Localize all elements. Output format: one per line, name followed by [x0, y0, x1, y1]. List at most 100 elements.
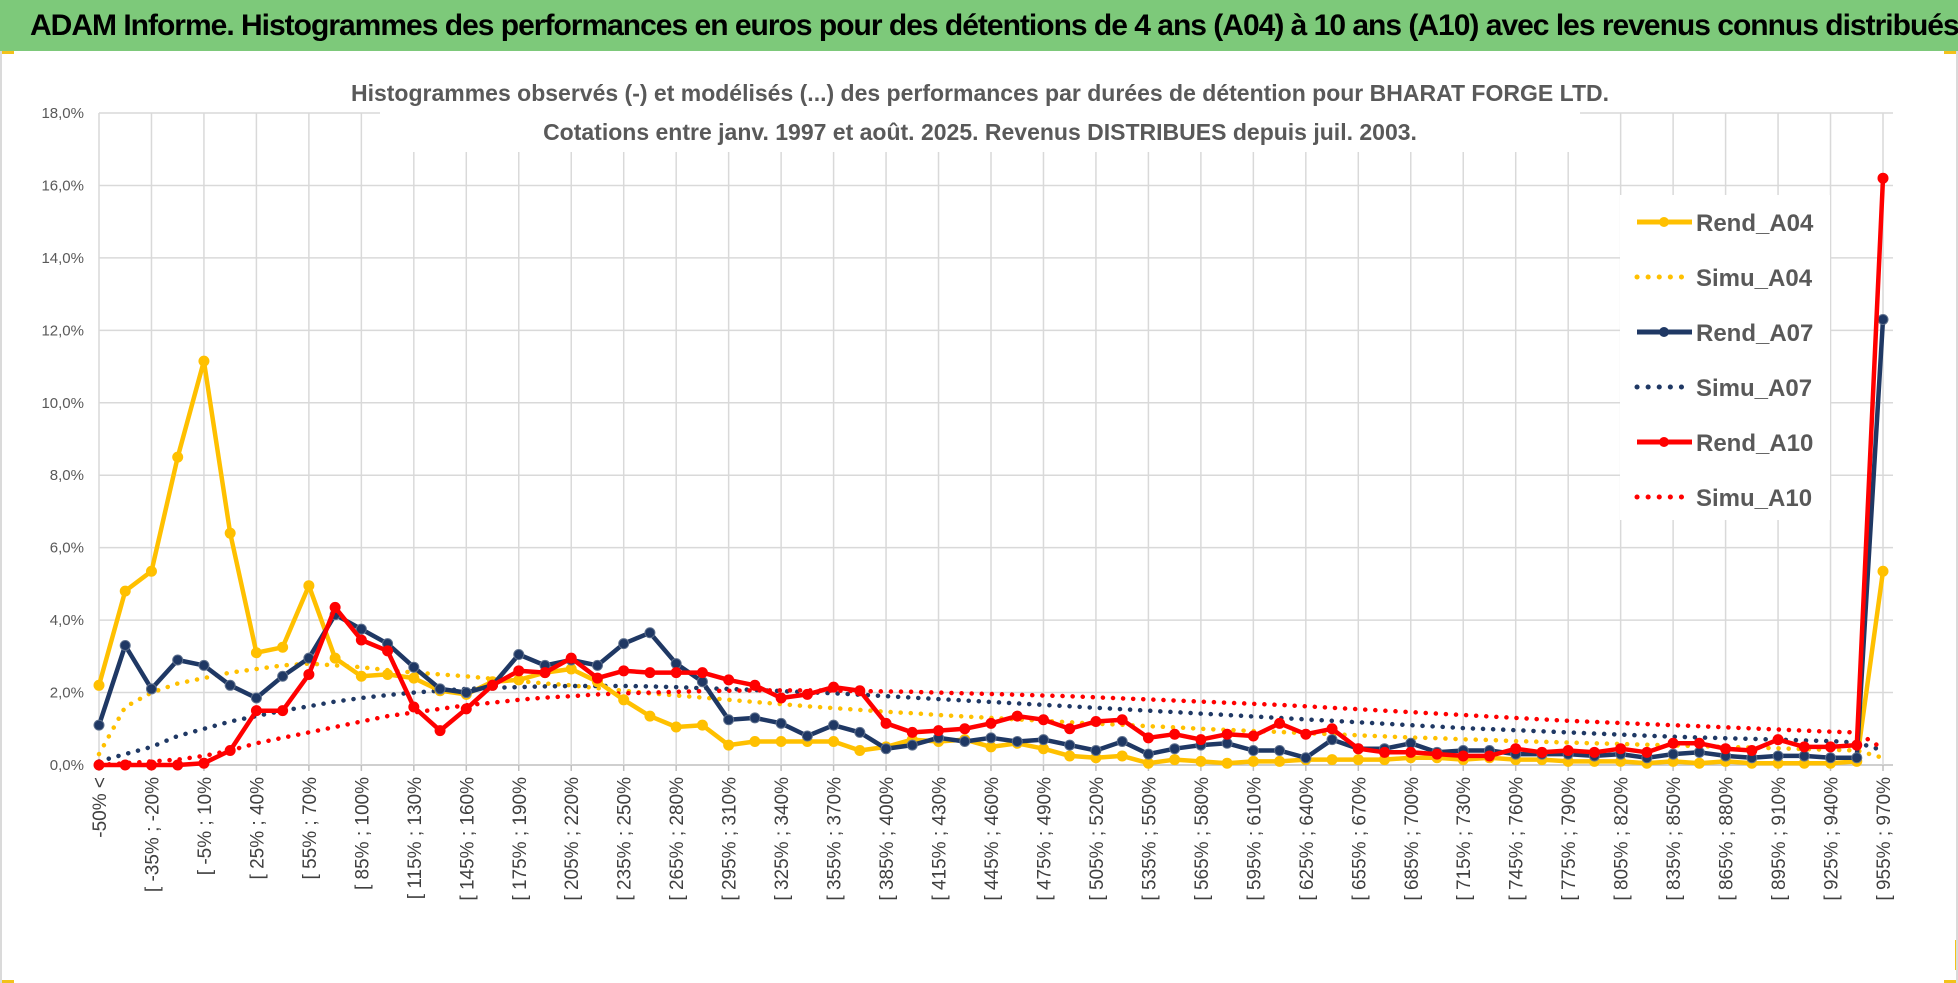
chart-series: [93, 172, 1889, 771]
data-point-rend-a07: [670, 658, 682, 670]
data-point-rend-a04: [1326, 754, 1338, 766]
data-point-rend-a07: [434, 683, 446, 695]
data-point-rend-a07: [1037, 734, 1049, 746]
data-point-rend-a10: [801, 688, 813, 700]
chart-legend: Rend_A04 Simu_A04 Rend_A07 Simu_A07 Rend_A10…: [1620, 195, 1830, 520]
data-point-rend-a10: [1720, 743, 1732, 755]
data-point-rend-a10: [1064, 723, 1076, 735]
data-point-rend-a04: [565, 663, 577, 675]
legend-marker-rend-a07: [1659, 327, 1669, 337]
y-tick-label: 14,0%: [41, 250, 84, 267]
data-point-rend-a10: [1588, 746, 1600, 758]
data-point-rend-a04: [1064, 750, 1076, 762]
legend-backdrop: [1620, 195, 1830, 520]
data-point-rend-a10: [696, 667, 708, 679]
data-point-rend-a07: [828, 719, 840, 731]
x-tick-label: [ 385% ; 400%: [877, 777, 898, 901]
data-point-rend-a10: [1247, 730, 1259, 742]
data-point-rend-a10: [985, 717, 997, 729]
data-point-rend-a07: [801, 730, 813, 742]
data-point-rend-a10: [434, 725, 446, 737]
data-point-rend-a07: [1064, 739, 1076, 751]
x-tick-label: [ 565% ; 580%: [1192, 777, 1213, 901]
data-point-rend-a10: [382, 645, 394, 657]
data-point-rend-a07: [618, 638, 630, 650]
data-point-rend-a07: [408, 661, 420, 673]
data-point-rend-a04: [644, 710, 656, 722]
x-tick-label: [ 775% ; 790%: [1559, 777, 1580, 901]
x-tick-label: [ 115% ; 130%: [405, 777, 426, 899]
data-point-rend-a10: [539, 667, 551, 679]
x-tick-label: [ 715% ; 730%: [1454, 777, 1475, 901]
x-tick-label: [ 205% ; 220%: [562, 777, 583, 901]
data-point-rend-a07: [1247, 745, 1259, 757]
data-point-rend-a10: [906, 726, 918, 738]
data-point-rend-a10: [355, 634, 367, 646]
y-tick-label: 12,0%: [41, 322, 84, 339]
data-point-rend-a07: [145, 683, 157, 695]
data-point-rend-a10: [487, 679, 499, 691]
data-point-rend-a07: [749, 712, 761, 724]
data-point-rend-a04: [1693, 757, 1705, 769]
corner-mark-bottom-right: [1944, 980, 1958, 983]
data-point-rend-a10: [1142, 732, 1154, 744]
data-point-rend-a04: [1037, 743, 1049, 755]
data-point-rend-a10: [1169, 728, 1181, 740]
data-point-rend-a10: [828, 681, 840, 693]
x-tick-label: [ 325% ; 340%: [772, 777, 793, 901]
x-tick-label: [ 175% ; 190%: [510, 777, 531, 901]
x-tick-label: [ 295% ; 310%: [720, 777, 741, 901]
y-axis: 0,0% 2,0% 4,0% 6,0% 8,0% 10,0% 12,0% 14,0% 16,0%…: [41, 105, 84, 774]
data-point-rend-a04: [119, 585, 131, 597]
x-tick-label: [ 835% ; 850%: [1664, 777, 1685, 901]
data-point-rend-a10: [1798, 741, 1810, 753]
data-point-rend-a07: [198, 659, 210, 671]
chart-title-backdrop: [380, 76, 1580, 152]
data-point-rend-a04: [696, 719, 708, 731]
data-point-rend-a07: [224, 679, 236, 691]
x-tick-label: [ -5% ; 10%: [195, 777, 216, 875]
data-point-rend-a10: [1352, 743, 1364, 755]
data-point-rend-a04: [828, 735, 840, 747]
data-point-rend-a04: [172, 451, 184, 463]
x-tick-label: [ 685% ; 700%: [1402, 777, 1423, 901]
data-point-rend-a10: [172, 759, 184, 771]
data-point-rend-a10: [854, 685, 866, 697]
data-point-rend-a07: [172, 654, 184, 666]
data-point-rend-a07: [460, 687, 472, 699]
data-point-rend-a07: [1772, 750, 1784, 762]
data-point-rend-a04: [749, 735, 761, 747]
series-line-simu-a10: [96, 688, 1886, 768]
data-point-rend-a04: [618, 694, 630, 706]
x-tick-label: [ 145% ; 160%: [457, 777, 478, 901]
data-point-rend-a07: [775, 717, 787, 729]
x-tick-label: [ 25% ; 40%: [247, 777, 268, 880]
data-point-rend-a07: [1011, 735, 1023, 747]
y-tick-label: 18,0%: [41, 105, 84, 122]
data-point-rend-a10: [224, 745, 236, 757]
data-point-rend-a10: [1379, 746, 1391, 758]
x-tick-label: [ 235% ; 250%: [615, 777, 636, 901]
y-tick-label: 2,0%: [50, 685, 84, 702]
x-tick-label: [ 475% ; 490%: [1034, 777, 1055, 901]
data-point-rend-a07: [1142, 748, 1154, 760]
data-point-rend-a10: [775, 692, 787, 704]
data-point-rend-a04: [329, 652, 341, 664]
data-point-rend-a10: [1037, 714, 1049, 726]
data-point-rend-a07: [591, 659, 603, 671]
data-point-rend-a07: [723, 714, 735, 726]
data-point-rend-a07: [644, 627, 656, 639]
chart-frame: [0, 51, 1958, 983]
data-point-rend-a10: [1116, 714, 1128, 726]
data-point-rend-a04: [1142, 757, 1154, 769]
y-tick-label: 0,0%: [50, 757, 84, 774]
x-axis: -50% < [ -35% ; -20% [ -5% ; 10% [ 25% ; 40…: [90, 765, 1895, 901]
data-point-rend-a07: [880, 743, 892, 755]
data-point-rend-a04: [1352, 754, 1364, 766]
data-point-rend-a07: [959, 735, 971, 747]
data-point-rend-a10: [198, 757, 210, 769]
x-tick-label: [ 895% ; 910%: [1769, 777, 1790, 901]
data-point-rend-a07: [93, 719, 105, 731]
x-tick-label: [ 925% ; 940%: [1822, 777, 1843, 901]
data-point-rend-a07: [250, 692, 262, 704]
